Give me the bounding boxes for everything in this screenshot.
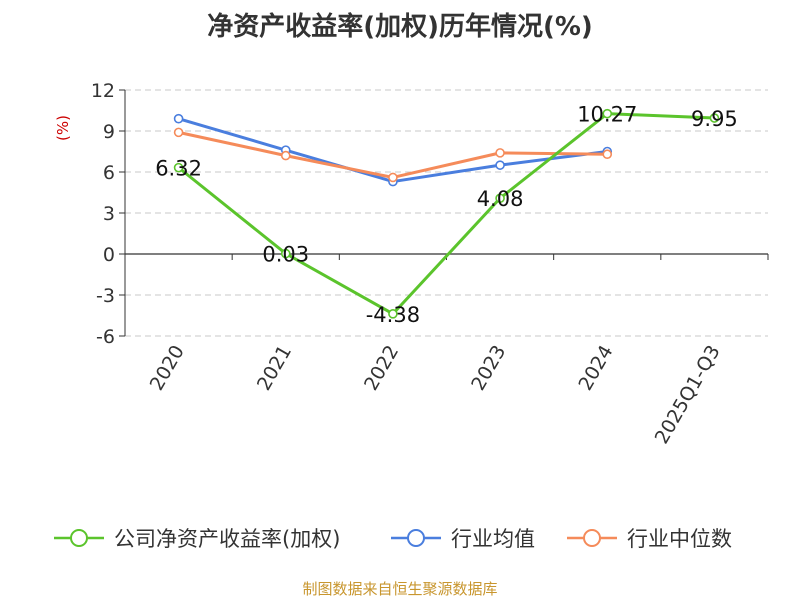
chart-title: 净资产收益率(加权)历年情况(%): [207, 12, 593, 42]
series-point-0: [173, 162, 184, 173]
series-line-2: [178, 130, 608, 179]
legend-marker: [407, 529, 425, 547]
y-tick-label: 9: [103, 121, 115, 143]
y-axis-unit: (%): [54, 115, 72, 141]
x-tick-label: 2022: [360, 342, 403, 395]
series-point-2: [173, 127, 184, 138]
series-point-2: [602, 149, 613, 160]
data-label: 9.95: [691, 107, 738, 131]
series-point-2: [280, 150, 291, 161]
y-tick-label: -6: [96, 326, 115, 348]
legend-label: 公司净资产收益率(加权): [114, 527, 340, 551]
x-tick-label: 2024: [574, 342, 617, 395]
y-tick-label: 12: [91, 80, 115, 102]
label-layer: 6.32 0.03 -4.38 4.08 10.27 9.95: [155, 103, 738, 327]
legend-label: 行业均值: [451, 527, 535, 551]
series-point-0: [388, 309, 398, 319]
y-tick-label: 0: [103, 244, 115, 266]
series-point-2: [495, 148, 505, 158]
y-tick-label: 3: [103, 203, 115, 225]
x-tick-label: 2023: [467, 342, 510, 395]
series-point-0: [495, 193, 505, 204]
data-label: -4.38: [366, 303, 420, 327]
legend-label: 行业中位数: [627, 527, 732, 551]
legend[interactable]: 公司净资产收益率(加权) 行业均值 行业中位数: [54, 527, 732, 551]
legend-marker: [583, 529, 601, 547]
series-layer: [173, 108, 720, 319]
series-point-0: [709, 113, 720, 123]
series-point-1: [173, 113, 184, 124]
x-tick-label: 2025Q1-Q3: [651, 342, 725, 448]
x-tick-label: 2020: [146, 342, 189, 395]
y-tick-label: 6: [103, 162, 115, 184]
data-label: 4.08: [477, 187, 524, 211]
axis-layer: -6 -3 0 3 6 9 12 (%) 2020 2021 2022 2023 2024 2025Q1-…: [54, 80, 769, 448]
series-line-1: [178, 117, 608, 184]
series-point-1: [495, 160, 505, 170]
series-point-0: [602, 108, 613, 119]
x-tick-label: 2021: [253, 342, 296, 395]
series-line-0: [177, 112, 715, 316]
series-point-2: [388, 172, 398, 183]
data-label: 10.27: [577, 103, 637, 127]
legend-marker: [70, 529, 88, 547]
grid-layer: [125, 89, 768, 337]
data-label: 0.03: [262, 243, 309, 267]
data-label: 6.32: [155, 157, 202, 181]
y-tick-label: -3: [96, 285, 115, 307]
series-point-0: [280, 248, 291, 259]
source-note: 制图数据来自恒生聚源数据库: [302, 580, 498, 598]
